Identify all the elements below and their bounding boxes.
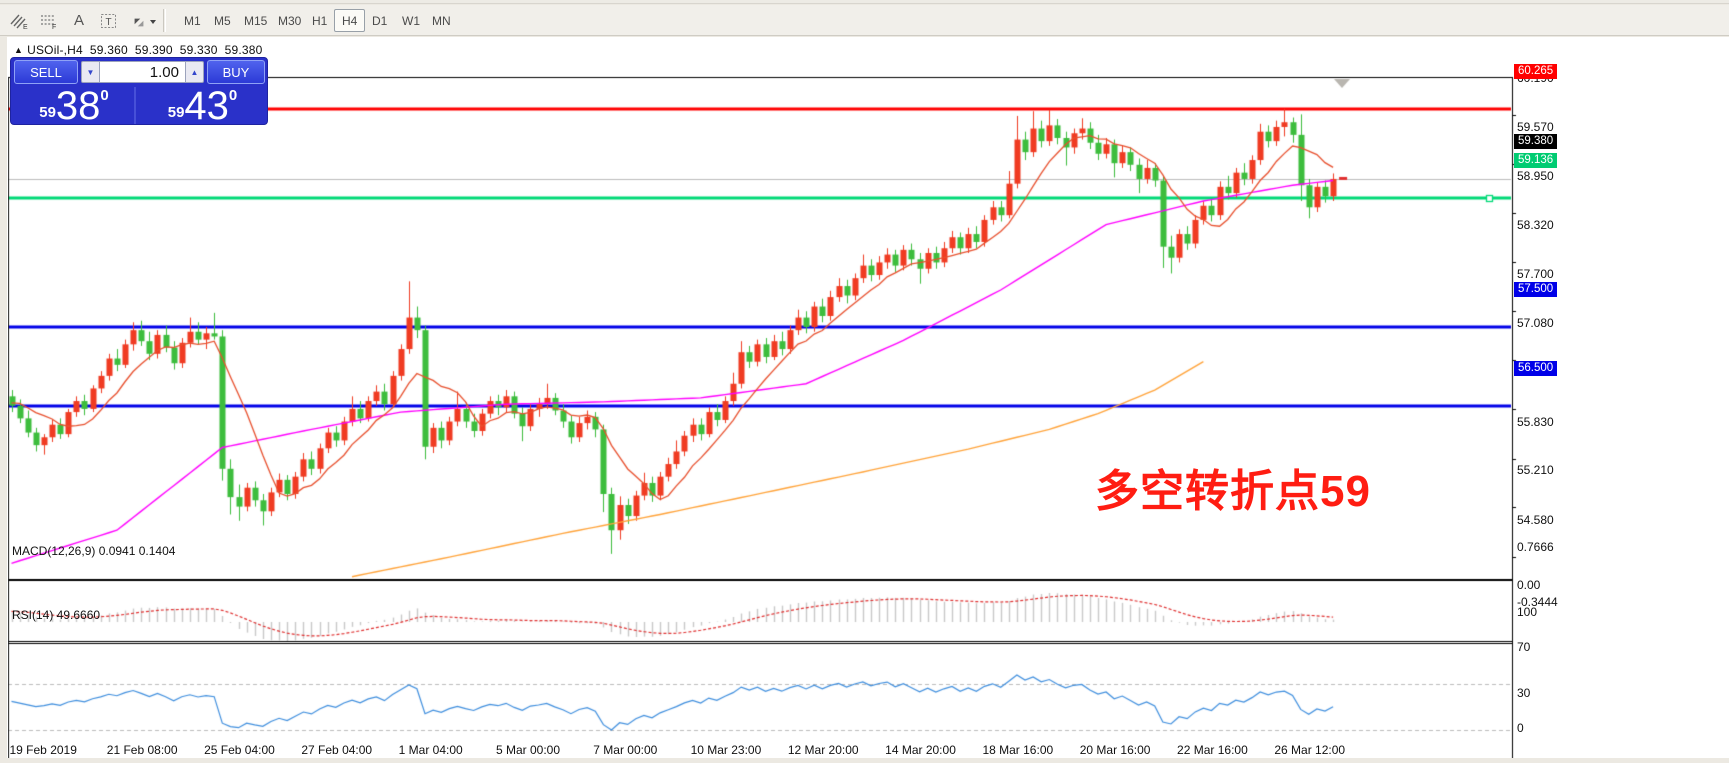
price-badge: 59.380 [1514, 133, 1558, 149]
buy-button[interactable]: BUY [207, 60, 265, 84]
sell-price-head: 59 [39, 104, 56, 121]
time-tick-label: 12 Mar 20:00 [787, 743, 859, 757]
time-tick-label: 7 Mar 00:00 [593, 743, 658, 757]
price-tick-label: 57.080 [1517, 316, 1554, 331]
ohlc-close: 59.380 [224, 43, 263, 57]
timeframe-button-mn[interactable]: MN [432, 13, 451, 28]
time-tick-label: 19 Feb 2019 [9, 743, 77, 757]
symbol-direction-icon: ▲ [14, 45, 24, 55]
macd-axis-label: 0.00 [1517, 578, 1541, 592]
rsi-axis-label: 30 [1517, 686, 1531, 701]
time-tick-label: 27 Feb 04:00 [301, 743, 373, 757]
price-tick-label: 58.320 [1517, 218, 1554, 233]
timeframe-button-m1[interactable]: M1 [184, 13, 201, 28]
timeframe-button-h1[interactable]: H1 [312, 13, 328, 28]
time-tick-label: 22 Mar 16:00 [1177, 743, 1248, 757]
svg-text:E: E [23, 24, 28, 30]
price-tick-label: 54.580 [1517, 513, 1554, 527]
rsi-axis-label: 100 [1517, 605, 1538, 619]
price-tick-label: 59.570 [1517, 119, 1554, 134]
price-tick-label: 55.830 [1517, 414, 1554, 429]
time-tick-label: 1 Mar 04:00 [398, 743, 463, 757]
sell-price-big: 38 [55, 84, 101, 128]
annotation-text: 多空转折点59 [1095, 467, 1371, 516]
time-tick-label: 10 Mar 23:00 [690, 743, 762, 757]
time-tick-label: 20 Mar 16:00 [1079, 743, 1151, 757]
text-label-icon[interactable]: A [73, 12, 84, 29]
price-tick-label: 58.950 [1517, 168, 1554, 183]
price-badge: 59.136 [1514, 153, 1558, 169]
time-tick-label: 18 Mar 16:00 [982, 743, 1054, 757]
timeframe-button-m5[interactable]: M5 [214, 13, 231, 28]
toolbar-separator [163, 9, 166, 32]
macd-axis-label: 0.7666 [1517, 540, 1554, 555]
buy-price[interactable]: 59 43 0 [140, 84, 265, 128]
line-studies-icon[interactable]: E [6, 8, 32, 33]
rsi-axis-label: 0 [1517, 721, 1524, 735]
time-tick-label: 5 Mar 00:00 [495, 743, 561, 757]
price-tick-label: 57.700 [1517, 267, 1554, 282]
sell-button[interactable]: SELL [14, 60, 78, 84]
timeframe-button-d1[interactable]: D1 [372, 13, 388, 28]
ohlc-open: 59.360 [89, 43, 128, 57]
timeframe-button-w1[interactable]: W1 [402, 13, 420, 28]
ohlc-low: 59.330 [179, 43, 218, 57]
price-badge: 56.500 [1514, 360, 1558, 376]
arrange-arrows-icon[interactable] [126, 8, 160, 33]
svg-text:F: F [52, 24, 56, 30]
chart-window: ▲ USOil-,H4 59.360 59.390 59.330 59.380 SELL … [0, 37, 1729, 763]
time-tick-label: 25 Feb 04:00 [204, 743, 275, 757]
time-tick-label: 14 Mar 20:00 [885, 743, 956, 757]
buy-price-pip: 0 [228, 87, 238, 104]
timeframe-button-m15[interactable]: M15 [244, 13, 268, 28]
sell-price-pip: 0 [100, 87, 109, 104]
text-box-icon[interactable]: T [96, 8, 122, 33]
buy-price-big: 43 [184, 84, 229, 128]
main-toolbar: E F A T M1 M5 M15 M30 H1 H [0, 5, 1729, 36]
timeframe-button-h4[interactable]: H4 [334, 9, 366, 32]
sell-price[interactable]: 59 38 0 [14, 84, 136, 128]
ohlc-high: 59.390 [134, 43, 173, 57]
macd-axis-label: -0.3444 [1517, 595, 1558, 610]
window-top-strip [0, 0, 1729, 4]
symbol-name: USOil-,H4 [27, 43, 83, 57]
timeframe-button-m30[interactable]: M30 [278, 13, 302, 28]
volume-input[interactable] [100, 61, 185, 83]
price-badge: 60.265 [1514, 64, 1558, 80]
macd-label: MACD(12,26,9) 0.0941 0.1404 [12, 544, 176, 558]
price-tick-label: 55.210 [1517, 463, 1554, 478]
svg-text:T: T [106, 17, 112, 28]
volume-down-button[interactable]: ▼ [81, 61, 100, 83]
volume-up-button[interactable]: ▲ [185, 61, 204, 83]
time-tick-label: 26 Mar 12:00 [1274, 743, 1346, 757]
fibonacci-icon[interactable]: F [36, 8, 62, 33]
buy-price-head: 59 [167, 104, 185, 121]
price-chart-canvas[interactable] [0, 74, 1729, 763]
left-frame-gutter [0, 37, 8, 763]
bottom-strip [0, 758, 1729, 763]
rsi-label: RSI(14) 49.6660 [12, 608, 101, 622]
rsi-axis-label: 70 [1517, 639, 1531, 654]
symbol-header: ▲ USOil-,H4 59.360 59.390 59.330 59.380 [14, 43, 263, 57]
price-badge: 57.500 [1514, 282, 1558, 298]
time-tick-label: 21 Feb 08:00 [106, 743, 178, 757]
